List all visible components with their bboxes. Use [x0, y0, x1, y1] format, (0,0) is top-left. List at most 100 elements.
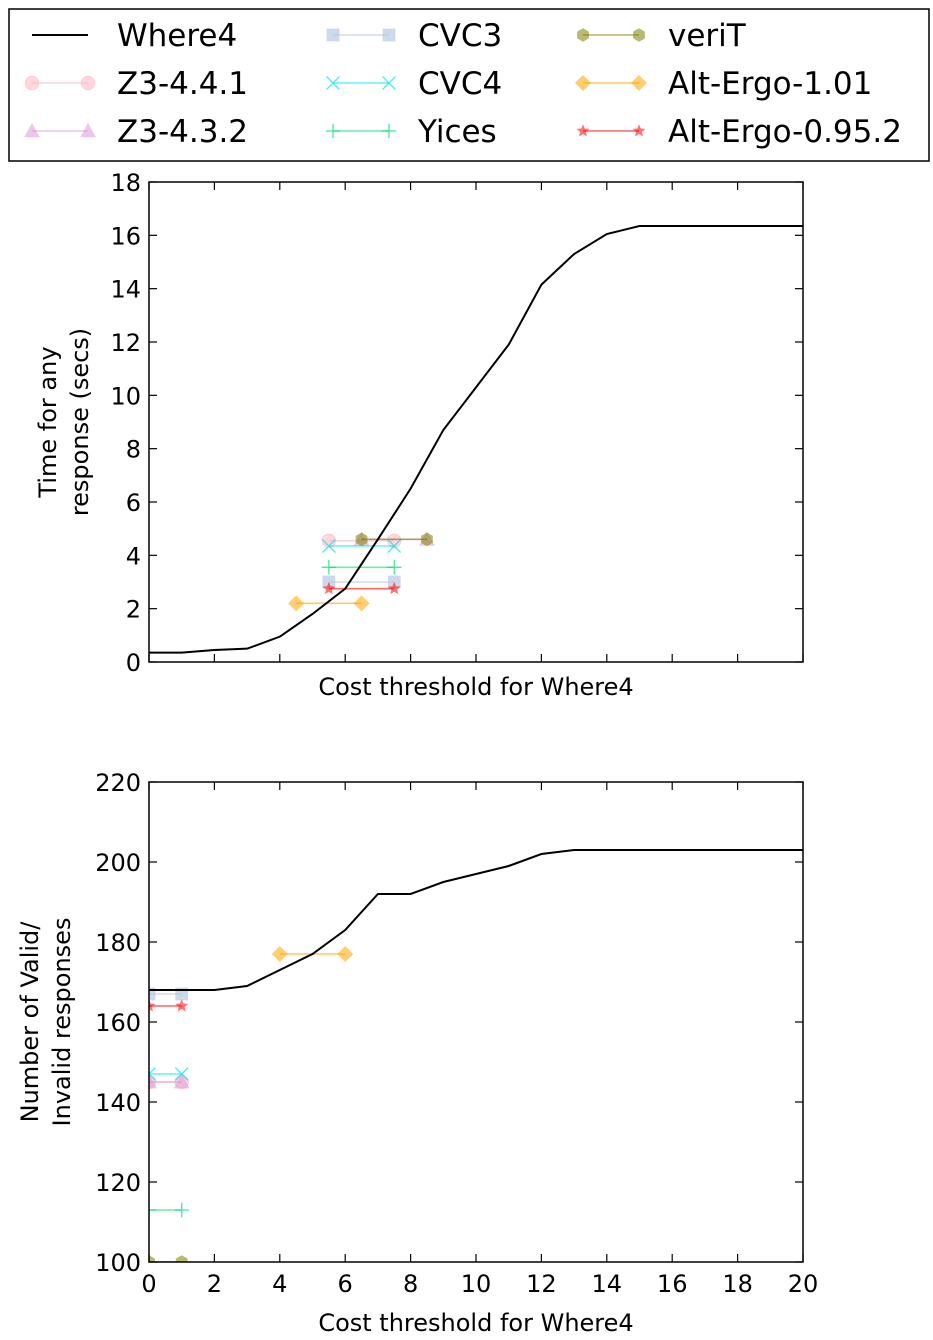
time-ytick-label: 8 [126, 436, 141, 464]
legend-marker-diamond [631, 75, 647, 91]
time-point-yices [321, 560, 337, 575]
time-point-alt-ergo-1-01 [353, 595, 370, 612]
chart-time: 0 2 4 6 8 10 12 14 16 18 Cost threshold for Where… [34, 169, 804, 701]
legend-marker-square [326, 28, 340, 42]
legend-label: Where4 [117, 18, 237, 54]
legend-marker-plus [325, 123, 341, 139]
time-series-alt-ergo-0-95-2 [322, 581, 401, 595]
responses-xtick-label: 4 [272, 1270, 287, 1298]
legend-marker-hexagon [577, 28, 589, 42]
legend-marker-triangle [80, 123, 96, 138]
time-ytick-label: 16 [110, 222, 141, 250]
legend-label: CVC3 [418, 18, 502, 54]
responses-series-where4 [149, 849, 803, 991]
responses-point-z3-4-3-2 [173, 1074, 190, 1089]
legend-label: Alt-Ergo-0.95.2 [668, 114, 902, 150]
responses-ytick-label: 120 [95, 1169, 141, 1197]
time-ytick-label: 14 [110, 276, 141, 304]
chart-responses-frame [148, 781, 804, 1263]
responses-xtick-label: 2 [207, 1270, 222, 1298]
responses-point-alt-ergo-1-01 [271, 946, 288, 962]
responses-point-cvc3 [149, 987, 156, 1001]
legend-marker-circle [80, 75, 96, 91]
responses-series-alt-ergo-0-95-2 [149, 999, 189, 1012]
time-point-yices [387, 560, 402, 575]
responses-line-where4 [149, 849, 803, 991]
legend-label: Z3-4.4.1 [117, 66, 248, 102]
chart-responses-ylabel: Number of Valid/Invalid responses [16, 918, 76, 1127]
responses-series-yices [149, 1202, 189, 1218]
legend-item-alt-ergo-1-01: Alt-Ergo-1.01 [575, 66, 872, 102]
responses-point-verit [149, 1255, 155, 1262]
responses-xtick-label: 18 [722, 1270, 753, 1298]
responses-point-alt-ergo-0-95-2 [149, 999, 156, 1012]
time-point-z3-4-4-1 [321, 533, 337, 548]
time-ytick-label: 0 [126, 649, 141, 677]
chart-time-frame [148, 181, 804, 663]
time-ytick-label: 6 [126, 489, 141, 517]
legend-label: CVC4 [418, 66, 502, 102]
legend-marker-diamond [575, 75, 591, 91]
time-line-where4 [149, 225, 803, 654]
time-ytick-label: 12 [110, 329, 141, 357]
legend-label: veriT [668, 18, 747, 54]
responses-xtick-label: 0 [141, 1270, 156, 1298]
legend-marker-triangle [24, 123, 40, 138]
responses-point-yices [149, 1202, 157, 1218]
chart-responses-ticks: 100 120 140 160 180 200 220 0 2 4 6 8 10 12 14 16 18 20 [95, 769, 818, 1298]
legend-label: Z3-4.3.2 [117, 114, 248, 150]
responses-xtick-label: 16 [657, 1270, 688, 1298]
responses-xtick-label: 20 [788, 1270, 819, 1298]
responses-point-cvc4 [174, 1067, 189, 1081]
chart-responses-series [149, 849, 803, 1262]
chart-time-ticks: 0 2 4 6 8 10 12 14 16 18 [110, 169, 804, 677]
responses-point-z3-4-3-2 [149, 1074, 157, 1089]
legend-item-alt-ergo-0-95-2: Alt-Ergo-0.95.2 [576, 114, 902, 150]
time-series-alt-ergo-1-01 [288, 595, 370, 612]
time-series-where4 [149, 225, 803, 654]
responses-series-verit [149, 1255, 188, 1262]
responses-point-verit [175, 1255, 188, 1262]
legend: Where4 Z3-4.4.1 Z3-4.3.2 CVC3 CVC4 Yices veriT… [8, 8, 930, 162]
legend-item-cvc3: CVC3 [326, 18, 502, 54]
responses-ytick-label: 100 [95, 1249, 141, 1277]
chart-responses-xlabel: Cost threshold for Where4 [318, 1309, 633, 1337]
time-ytick-label: 10 [110, 382, 141, 410]
responses-ytick-label: 140 [95, 1089, 141, 1117]
time-series-yices [321, 560, 402, 575]
responses-ytick-label: 200 [95, 849, 141, 877]
legend-item-z3-4-4-1: Z3-4.4.1 [24, 66, 248, 102]
time-point-alt-ergo-0-95-2 [387, 581, 401, 595]
responses-xtick-label: 12 [526, 1270, 557, 1298]
responses-series-z3-4-3-2 [149, 1074, 190, 1089]
legend-marker-star [632, 124, 646, 137]
time-point-alt-ergo-0-95-2 [322, 581, 336, 595]
time-ytick-label: 18 [110, 169, 141, 197]
legend-label: Alt-Ergo-1.01 [668, 66, 872, 102]
responses-point-yices [174, 1202, 189, 1218]
time-point-cvc4 [321, 539, 336, 553]
legend-item-cvc4: CVC4 [326, 66, 502, 102]
legend-item-where4: Where4 [32, 18, 237, 54]
responses-series-cvc4 [149, 1067, 189, 1081]
legend-marker-star [576, 124, 590, 137]
time-point-alt-ergo-1-01 [288, 595, 305, 612]
responses-xtick-label: 6 [338, 1270, 353, 1298]
legend-marker-hexagon [633, 28, 645, 42]
responses-point-alt-ergo-0-95-2 [175, 999, 189, 1012]
responses-ytick-label: 160 [95, 1009, 141, 1037]
time-ytick-label: 2 [126, 596, 141, 624]
chart-time-xlabel: Cost threshold for Where4 [318, 673, 633, 701]
responses-point-alt-ergo-1-01 [337, 946, 354, 962]
responses-xtick-label: 10 [461, 1270, 492, 1298]
legend-marker-circle [24, 75, 40, 91]
time-ytick-label: 4 [126, 542, 141, 570]
legend-item-verit: veriT [577, 18, 747, 54]
time-point-z3-4-4-1 [386, 533, 402, 548]
legend-item-z3-4-3-2: Z3-4.3.2 [24, 114, 248, 150]
time-point-verit [421, 532, 433, 547]
legend-label: Yices [417, 114, 497, 150]
time-point-cvc4 [387, 539, 402, 553]
responses-ytick-label: 220 [95, 769, 141, 797]
